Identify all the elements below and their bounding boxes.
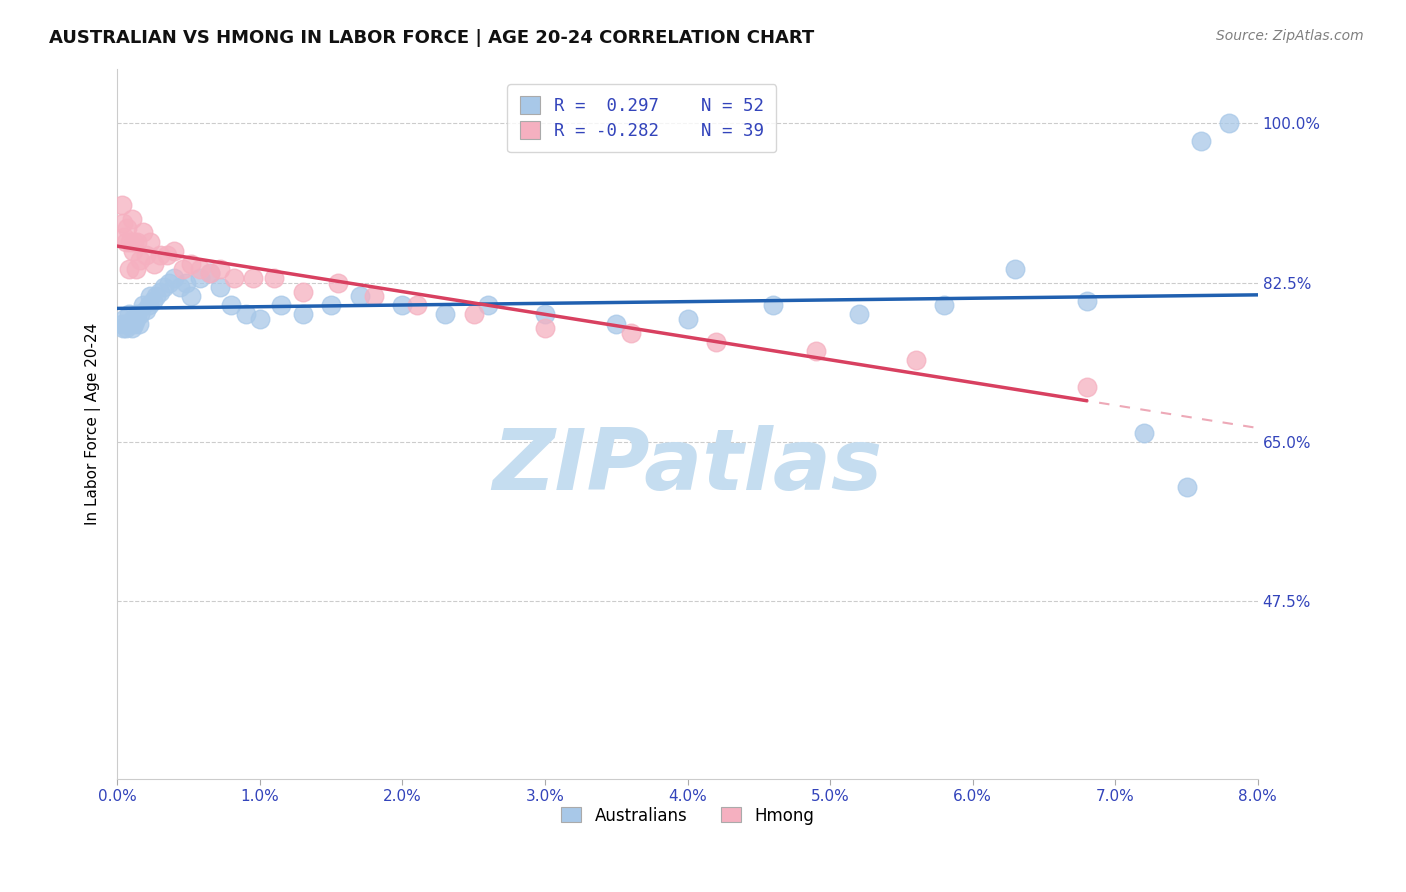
Point xyxy=(143,257,166,271)
Point xyxy=(117,220,139,235)
Point xyxy=(534,321,557,335)
Point xyxy=(1175,480,1198,494)
Point xyxy=(129,307,152,321)
Point xyxy=(110,317,132,331)
Point xyxy=(149,248,172,262)
Point xyxy=(174,276,197,290)
Point xyxy=(128,317,150,331)
Point xyxy=(1076,380,1098,394)
Point xyxy=(263,271,285,285)
Point xyxy=(125,312,148,326)
Point xyxy=(153,280,176,294)
Point xyxy=(138,298,160,312)
Point xyxy=(169,280,191,294)
Point xyxy=(762,298,785,312)
Point xyxy=(180,257,202,271)
Point xyxy=(463,307,485,321)
Point xyxy=(221,298,243,312)
Point xyxy=(405,298,427,312)
Point xyxy=(904,353,927,368)
Point xyxy=(1189,134,1212,148)
Point xyxy=(848,307,870,321)
Point xyxy=(804,343,827,358)
Point xyxy=(328,276,350,290)
Point xyxy=(270,298,292,312)
Legend: Australians, Hmong: Australians, Hmong xyxy=(551,797,824,835)
Point xyxy=(142,293,165,308)
Point xyxy=(127,235,149,249)
Point xyxy=(224,271,246,285)
Point xyxy=(132,298,155,312)
Point xyxy=(704,334,727,349)
Point xyxy=(110,198,132,212)
Point xyxy=(114,235,136,249)
Point xyxy=(111,321,134,335)
Point xyxy=(112,230,135,244)
Point xyxy=(139,289,162,303)
Point xyxy=(391,298,413,312)
Point xyxy=(122,312,145,326)
Point xyxy=(321,298,343,312)
Point xyxy=(118,307,141,321)
Point xyxy=(135,248,157,262)
Y-axis label: In Labor Force | Age 20-24: In Labor Force | Age 20-24 xyxy=(86,323,101,524)
Point xyxy=(188,271,211,285)
Point xyxy=(163,271,186,285)
Point xyxy=(1076,293,1098,308)
Point xyxy=(121,211,143,226)
Point xyxy=(118,261,141,276)
Point xyxy=(198,267,221,281)
Point xyxy=(132,226,155,240)
Point xyxy=(188,261,211,276)
Point xyxy=(934,298,956,312)
Point xyxy=(619,326,641,340)
Point xyxy=(180,289,202,303)
Point xyxy=(125,261,148,276)
Point xyxy=(349,289,371,303)
Point xyxy=(172,261,194,276)
Point xyxy=(434,307,457,321)
Point xyxy=(163,244,186,258)
Point xyxy=(112,312,135,326)
Point xyxy=(129,252,152,267)
Point xyxy=(157,276,180,290)
Point xyxy=(208,280,231,294)
Point xyxy=(249,312,271,326)
Point xyxy=(120,317,142,331)
Point xyxy=(121,321,143,335)
Point xyxy=(242,271,264,285)
Point xyxy=(127,307,149,321)
Point xyxy=(1133,425,1156,440)
Text: Source: ZipAtlas.com: Source: ZipAtlas.com xyxy=(1216,29,1364,43)
Point xyxy=(139,235,162,249)
Point xyxy=(605,317,627,331)
Point xyxy=(235,307,257,321)
Point xyxy=(676,312,699,326)
Point xyxy=(1004,261,1026,276)
Point xyxy=(124,235,146,249)
Point xyxy=(291,307,314,321)
Text: ZIPatlas: ZIPatlas xyxy=(492,425,883,508)
Point xyxy=(120,235,142,249)
Point xyxy=(208,261,231,276)
Point xyxy=(1218,116,1240,130)
Point xyxy=(291,285,314,299)
Point xyxy=(149,285,172,299)
Point xyxy=(135,302,157,317)
Point xyxy=(534,307,557,321)
Point xyxy=(363,289,385,303)
Point xyxy=(477,298,499,312)
Point xyxy=(124,317,146,331)
Point xyxy=(156,248,179,262)
Text: AUSTRALIAN VS HMONG IN LABOR FORCE | AGE 20-24 CORRELATION CHART: AUSTRALIAN VS HMONG IN LABOR FORCE | AGE… xyxy=(49,29,814,46)
Point xyxy=(117,317,139,331)
Point xyxy=(198,267,221,281)
Point xyxy=(111,216,134,230)
Point xyxy=(114,321,136,335)
Point xyxy=(122,244,145,258)
Point xyxy=(145,289,167,303)
